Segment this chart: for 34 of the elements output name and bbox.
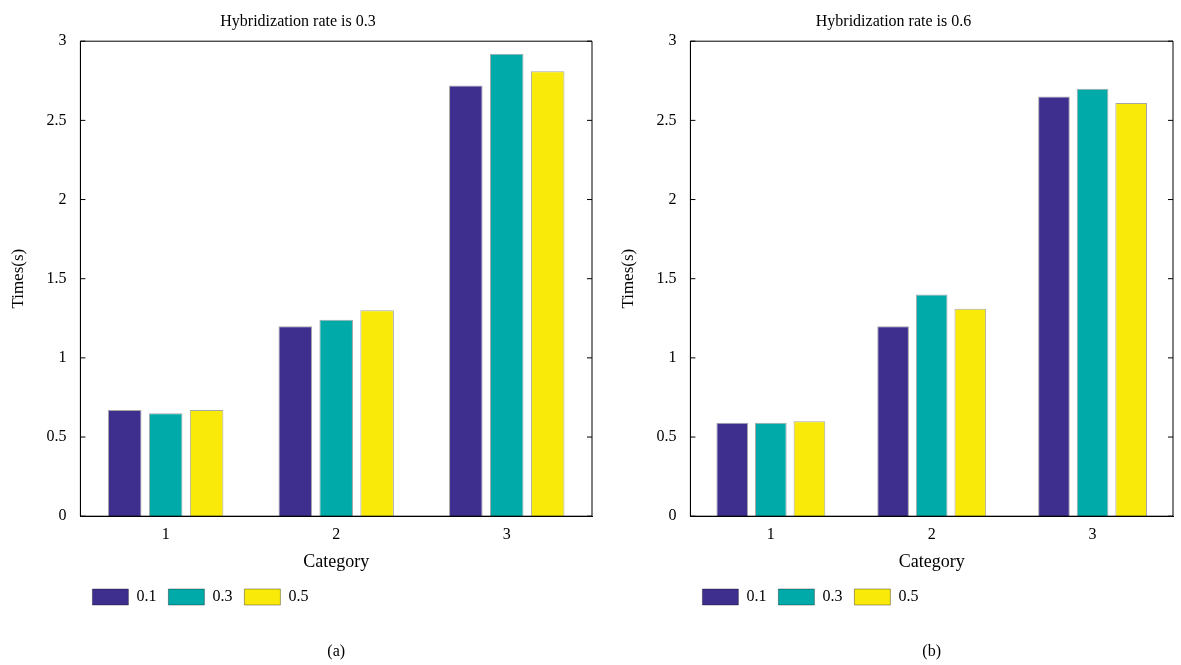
x-tick-label: 1 <box>161 525 170 542</box>
x-axis-title: Category <box>898 550 965 571</box>
chart-title: Hybridization rate is 0.3 <box>220 11 376 30</box>
legend-label: 0.5 <box>898 587 919 605</box>
y-axis-title: Times(s) <box>617 248 637 309</box>
legend-label: 0.3 <box>212 587 233 605</box>
x-tick-label: 3 <box>1088 525 1097 542</box>
y-tick-label: 0 <box>668 506 677 524</box>
y-tick-label: 0.5 <box>46 427 67 445</box>
y-tick-label: 1 <box>58 348 67 366</box>
x-axis-title: Category <box>303 550 370 571</box>
x-tick-label: 1 <box>766 525 775 542</box>
y-tick-label: 1.5 <box>656 268 677 286</box>
y-tick-label: 3 <box>668 31 677 49</box>
y-tick-label: 2.5 <box>656 110 677 128</box>
legend-label: 0.3 <box>822 587 843 605</box>
x-tick-label: 2 <box>332 525 341 542</box>
y-tick-label: 2 <box>58 189 67 207</box>
legend-label: 0.5 <box>288 587 309 605</box>
y-tick-label: 0 <box>58 506 67 524</box>
text: (a) <box>327 642 346 661</box>
y-tick-label: 2 <box>668 189 677 207</box>
y-tick-label: 0.5 <box>656 427 677 445</box>
y-tick-label: 2.5 <box>46 110 67 128</box>
y-tick-label: 1.5 <box>46 268 67 286</box>
x-tick-label: 2 <box>927 525 936 542</box>
legend-label: 0.1 <box>746 587 767 605</box>
chart-title: Hybridization rate is 0.6 <box>815 11 972 30</box>
x-tick-label: 3 <box>502 525 511 542</box>
text: (b) <box>922 642 942 661</box>
legend-label: 0.1 <box>136 587 157 605</box>
y-tick-label: 1 <box>668 348 677 366</box>
y-axis-title: Times(s) <box>7 248 27 309</box>
y-tick-label: 3 <box>58 31 67 49</box>
